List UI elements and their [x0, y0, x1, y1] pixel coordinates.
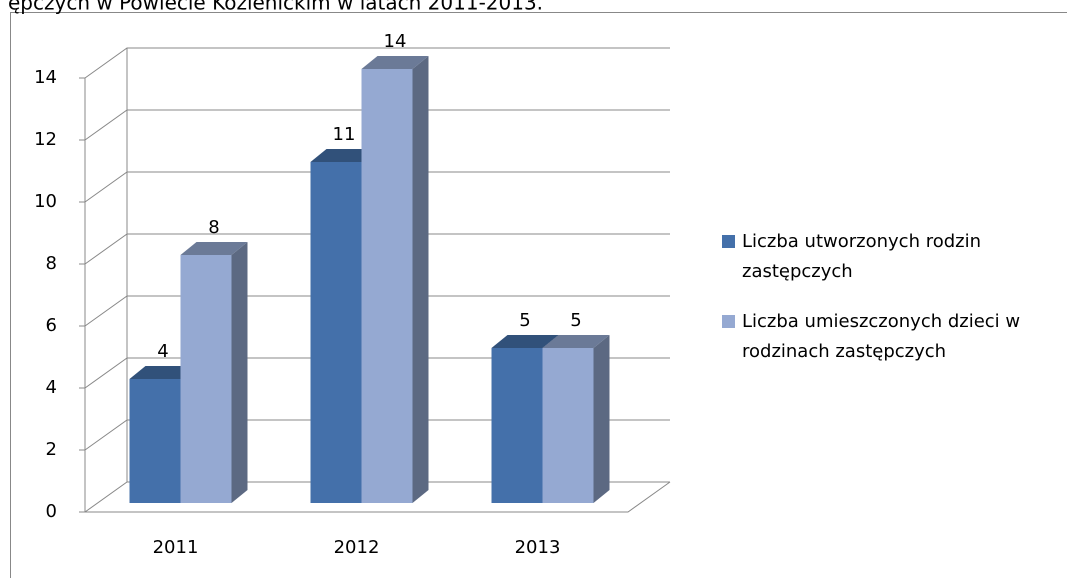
bar-front	[542, 348, 594, 503]
y-tick-label: 8	[46, 253, 57, 274]
data-label: 5	[570, 310, 581, 331]
bar	[180, 242, 248, 503]
bar-front	[491, 348, 543, 503]
data-label: 14	[384, 31, 407, 52]
bar-top	[180, 242, 248, 255]
bar-front	[180, 255, 232, 503]
y-tick-label: 4	[46, 377, 57, 398]
bar-side	[231, 242, 248, 503]
y-tick-label: 6	[46, 315, 57, 336]
bar-top	[310, 149, 378, 162]
bar-front	[361, 69, 413, 503]
bar-top	[361, 56, 429, 69]
y-tick-label: 12	[34, 129, 57, 150]
y-tick-label: 2	[46, 439, 57, 460]
grid-line	[84, 295, 670, 327]
floor	[85, 481, 671, 513]
bar-side	[412, 56, 429, 503]
x-tick-label: 2012	[334, 537, 380, 558]
legend-label: Liczba umieszczonych dzieci w rodzinach z…	[742, 311, 1020, 362]
bar-front	[129, 379, 181, 503]
legend-swatch	[722, 235, 735, 248]
legend-swatch	[722, 315, 735, 328]
grid-line	[84, 171, 670, 203]
grid-line	[84, 481, 670, 513]
data-label: 11	[333, 124, 356, 145]
y-tick-label: 10	[34, 191, 57, 212]
bar-front	[310, 162, 362, 503]
x-tick-label: 2013	[515, 537, 561, 558]
y-tick-label: 0	[46, 501, 57, 522]
bar-top	[542, 335, 610, 348]
bar	[542, 335, 610, 503]
grid-line	[84, 419, 670, 451]
grid-line	[84, 47, 670, 79]
grid-line	[84, 109, 670, 141]
data-label: 8	[208, 217, 219, 238]
legend-label: Liczba utworzonych rodzin zastępczych	[742, 231, 981, 282]
bar-top	[491, 335, 559, 348]
data-label: 4	[157, 341, 168, 362]
grid-line	[84, 357, 670, 389]
data-label: 5	[519, 310, 530, 331]
x-tick-label: 2011	[153, 537, 199, 558]
bar-top	[129, 366, 197, 379]
grid-line	[84, 233, 670, 265]
bar	[361, 56, 429, 503]
bar-side	[593, 335, 610, 503]
chart-title: ępczych w Powiecie Kozienickim w latach …	[8, 0, 543, 15]
y-tick-label: 14	[34, 67, 57, 88]
